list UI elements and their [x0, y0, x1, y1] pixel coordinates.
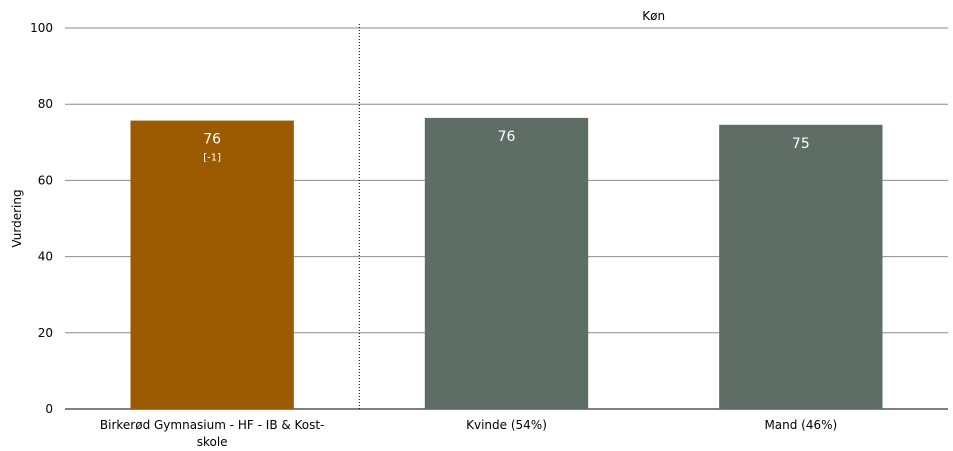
y-tick-label: 100 [30, 21, 53, 35]
bar-0 [130, 120, 294, 409]
y-tick-labels: 0 20 40 60 80 100 [30, 21, 53, 416]
bar-value-label: 75 [792, 136, 810, 152]
bar-value-label: 76 [203, 132, 221, 148]
category-label: Birkerød Gymnasium - HF - IB & Kost- [100, 418, 325, 432]
bar-2 [719, 124, 883, 410]
category-label: Kvinde (54%) [466, 418, 547, 432]
category-labels: Birkerød Gymnasium - HF - IB & Kost-skol… [100, 418, 837, 449]
y-tick-label: 0 [45, 402, 53, 416]
y-tick-label: 40 [38, 250, 53, 264]
bar-change-label: [-1] [203, 153, 221, 164]
group-label-kon: Køn [642, 9, 665, 23]
y-tick-label: 20 [38, 326, 53, 340]
category-label: skole [197, 435, 228, 449]
y-tick-label: 80 [38, 97, 53, 111]
bar-value-label: 76 [498, 129, 516, 145]
category-label: Mand (46%) [764, 418, 837, 432]
y-tick-label: 60 [38, 173, 53, 187]
bars: 76 [-1] 76 75 [130, 117, 883, 410]
bar-1 [424, 117, 589, 409]
y-axis-label: Vurdering [10, 189, 24, 247]
